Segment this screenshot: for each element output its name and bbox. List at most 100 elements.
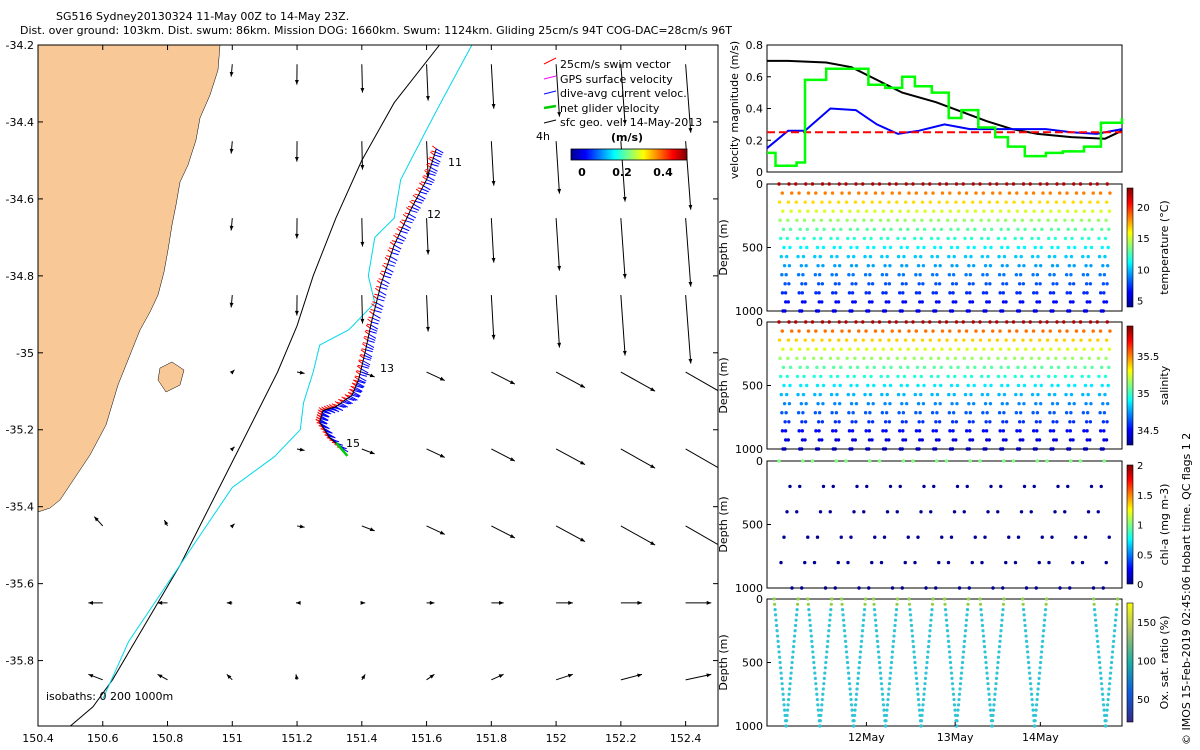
profile-sample: [982, 347, 986, 351]
profile-sample: [863, 254, 867, 259]
profile-sample: [850, 282, 854, 286]
profile-sample: [1033, 245, 1037, 250]
profile-sample: [1098, 429, 1103, 433]
oxygen-sample: [1026, 655, 1030, 659]
profile-sample: [988, 420, 992, 424]
profile-sample: [989, 383, 993, 388]
oxygen-sample: [862, 613, 866, 617]
profile-sample: [918, 411, 922, 415]
profile-sample: [933, 401, 938, 406]
profile-sample: [1071, 300, 1075, 304]
profile-sample: [861, 338, 866, 342]
profile-sample: [921, 401, 926, 406]
oxygen-sample: [810, 639, 814, 643]
profile-sample: [1085, 411, 1090, 415]
profile-sample: [1071, 282, 1076, 286]
profile-sample: [898, 365, 903, 370]
oxygen-sample: [910, 634, 915, 638]
profile-sample: [1073, 383, 1077, 388]
profile-sample: [796, 273, 801, 277]
legend-gps-label: GPS surface velocity: [560, 73, 673, 86]
profile-sample: [913, 560, 917, 565]
oxygen-sample: [998, 639, 1002, 643]
profile-sample: [866, 263, 871, 268]
profile-sample: [956, 347, 961, 351]
profile-sample: [1088, 320, 1093, 324]
profile-sample: [924, 329, 928, 333]
oxygen-sample: [1043, 613, 1047, 617]
dac-vector: [427, 176, 435, 182]
profile-sample: [829, 392, 834, 397]
profile-sample: [1020, 374, 1024, 379]
map-ytick-label: -34.2: [6, 39, 34, 52]
profile-sample: [836, 438, 841, 442]
profile-sample: [839, 347, 844, 351]
profile-sample: [823, 191, 827, 195]
oxygen-sample: [980, 623, 985, 628]
profile-sample: [1053, 374, 1057, 379]
profile-sample: [878, 338, 882, 342]
profile-sample: [782, 401, 787, 406]
profile-sample: [1101, 447, 1105, 451]
profile-sample: [1021, 282, 1026, 286]
profile-sample: [849, 245, 853, 250]
profile-sample: [790, 329, 794, 333]
swim-vector: [333, 404, 338, 406]
profile-sample: [995, 200, 1000, 204]
geo-velocity-arrowhead: [360, 87, 365, 93]
profile-sample: [1063, 218, 1067, 222]
profile-ytick-label: 1000: [735, 582, 763, 595]
profile-sample: [882, 227, 886, 232]
profile-sample: [990, 209, 994, 213]
oxygen-sample: [931, 597, 935, 601]
profile-sample: [1086, 254, 1090, 259]
dac-vector: [405, 220, 413, 224]
velocity-panel: 00.20.40.60.8 velocity magnitude (m/s): [728, 39, 1124, 179]
profile-sample: [997, 392, 1001, 397]
geo-velocity-arrowhead: [688, 204, 693, 210]
profile-sample: [803, 338, 807, 342]
profile-sample: [1074, 329, 1079, 333]
oxygen-sample: [825, 650, 829, 654]
profile-sample: [833, 586, 837, 590]
geo-velocity-arrowhead: [19, 601, 24, 605]
oxygen-sample: [951, 687, 955, 691]
swim-vector: [430, 151, 435, 156]
profile-sample: [849, 401, 854, 406]
profile-sample: [954, 200, 958, 204]
profile-sample: [1038, 182, 1042, 186]
swim-vector: [409, 200, 414, 205]
profile-sample: [1083, 245, 1088, 250]
profile-sample: [786, 218, 790, 222]
profile-sample: [855, 245, 859, 250]
profile-sample: [957, 586, 962, 590]
profile-sample: [998, 329, 1002, 333]
profile-sample: [934, 586, 938, 590]
oxygen-sample: [983, 650, 987, 654]
dac-vector: [355, 385, 364, 389]
profile-sample: [1068, 447, 1072, 451]
dac-vector: [423, 185, 431, 191]
profile-sample: [931, 429, 935, 433]
profile-sample: [965, 347, 969, 351]
profile-sample: [1091, 329, 1095, 333]
swim-vector: [367, 318, 372, 323]
oxygen-sample: [859, 645, 863, 649]
profile-sample: [902, 236, 907, 241]
net-glider-vector: [335, 442, 349, 457]
oxygen-sample: [855, 682, 860, 686]
geo-velocity-arrowhead: [509, 380, 515, 385]
profile-ytick-label: 0: [756, 178, 763, 191]
oxygen-sample: [1092, 597, 1096, 601]
profile-sample: [901, 438, 905, 442]
oxygen-sample: [852, 719, 856, 723]
profile-sample: [937, 420, 942, 424]
profile-sample: [861, 320, 865, 324]
oxygen-sample: [879, 676, 883, 680]
oxygen-sample: [1102, 703, 1106, 707]
profile-sample: [795, 218, 799, 222]
dac-vector: [338, 403, 347, 408]
oxygen-sample: [848, 692, 853, 696]
profile-sample: [1102, 429, 1106, 433]
